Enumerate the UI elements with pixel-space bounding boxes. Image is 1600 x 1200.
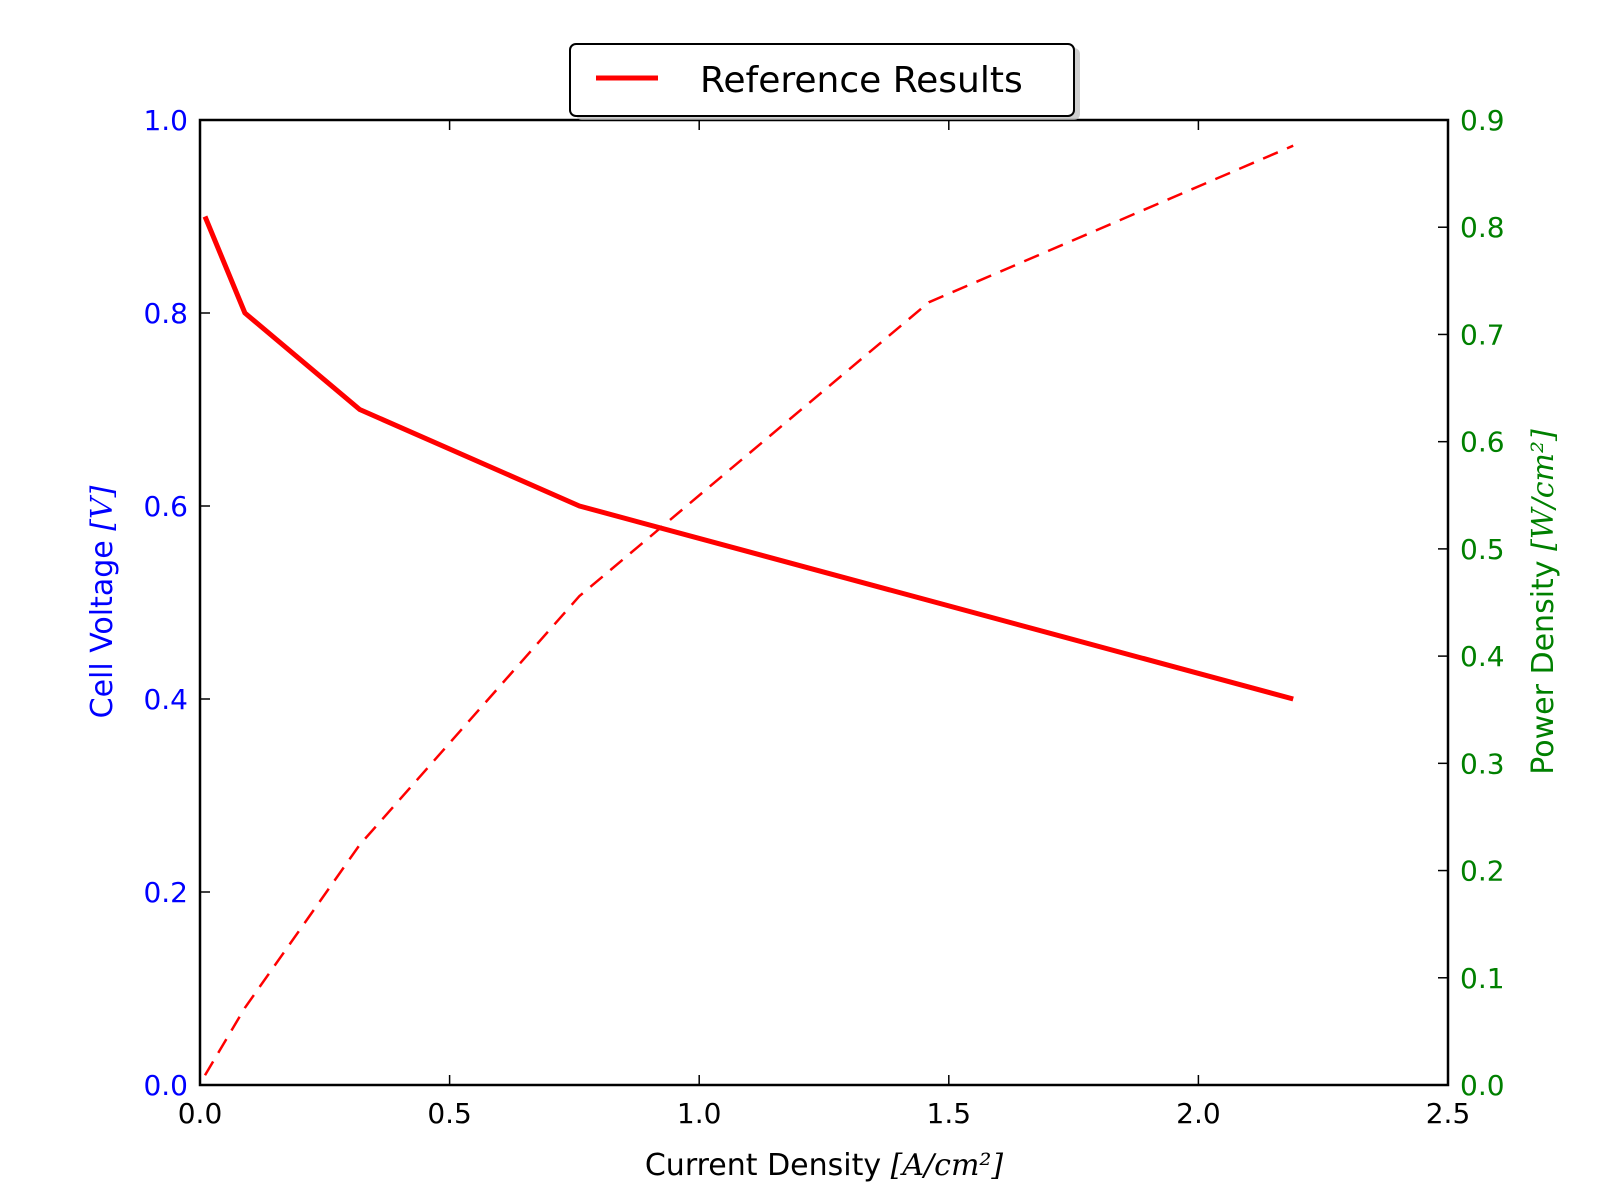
- x-axis-label: Current Density [A/cm²]: [645, 1148, 1004, 1183]
- y-left-tick-label: 0.4: [143, 683, 188, 716]
- y-axis-right-ticks: 0.0 0.1 0.2 0.3 0.4 0.5 0.6 0.7 0.8 0.9: [1438, 104, 1505, 1102]
- series-line-cell-voltage: [202, 215, 1294, 702]
- x-tick-label: 0.0: [178, 1097, 223, 1130]
- y-axis-right-label: Power Density [W/cm²]: [1526, 429, 1561, 775]
- legend-box: [569, 43, 1075, 117]
- y-axis-left-ticks: 0.0 0.2 0.4 0.6 0.8 1.0: [143, 104, 210, 1102]
- y-left-tick-label: 0.8: [143, 297, 188, 330]
- y-left-tick-label: 1.0: [143, 104, 188, 137]
- x-tick-label: 2.5: [1426, 1097, 1471, 1130]
- y-right-tick-label: 0.5: [1460, 533, 1505, 566]
- y-left-tick-label: 0.6: [143, 490, 188, 523]
- y-right-tick-label: 0.8: [1460, 211, 1505, 244]
- x-tick-label: 0.5: [427, 1097, 472, 1130]
- y-left-tick-label: 0.0: [143, 1069, 188, 1102]
- y-right-tick-label: 0.0: [1460, 1069, 1505, 1102]
- x-axis-ticks: 0.0 0.5 1.0 1.5 2.0 2.5: [178, 120, 1471, 1130]
- series-line-power-density: [203, 144, 1294, 1076]
- legend-entry-reference-results: Reference Results: [700, 60, 1023, 101]
- y-right-tick-label: 0.4: [1460, 640, 1505, 673]
- x-tick-label: 1.0: [677, 1097, 722, 1130]
- x-tick-label: 2.0: [1176, 1097, 1221, 1130]
- y-right-tick-label: 0.7: [1460, 318, 1505, 351]
- y-right-tick-label: 0.6: [1460, 426, 1505, 459]
- y-right-tick-label: 0.2: [1460, 855, 1505, 888]
- y-right-tick-label: 0.3: [1460, 747, 1505, 780]
- y-right-tick-label: 0.9: [1460, 104, 1505, 137]
- legend: Reference Results: [569, 43, 1080, 120]
- x-tick-label: 1.5: [927, 1097, 972, 1130]
- y-left-tick-label: 0.2: [143, 876, 188, 909]
- y-axis-left-label: Cell Voltage [V]: [85, 485, 120, 718]
- series-layer: [202, 144, 1294, 1076]
- y-right-tick-label: 0.1: [1460, 962, 1505, 995]
